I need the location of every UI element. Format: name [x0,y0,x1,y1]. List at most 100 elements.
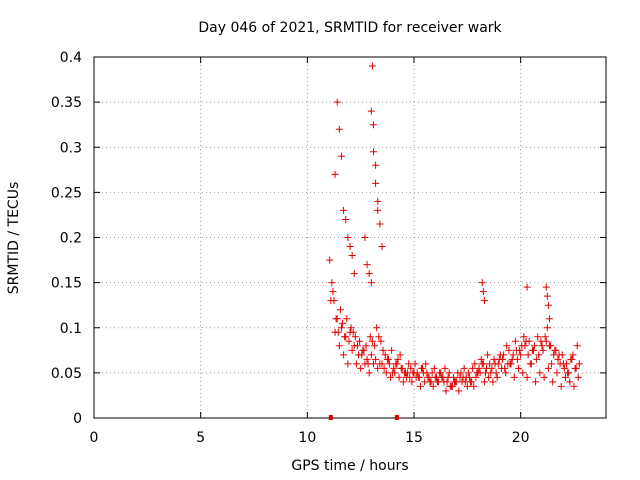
data-point [471,360,479,368]
data-point [521,342,529,350]
data-point [460,364,468,372]
chart-title: Day 046 of 2021, SRMTID for receiver war… [198,20,502,36]
data-point [381,351,389,359]
data-point [407,364,415,372]
data-point [495,355,503,363]
data-point [453,378,461,386]
data-point [533,355,541,363]
y-axis-title: SRMTID / TECUs [6,182,22,295]
data-point [368,337,376,345]
data-point [372,355,380,363]
data-point [560,364,568,372]
data-point [348,252,356,260]
data-point [356,337,364,345]
data-point [469,364,477,372]
data-point [523,283,531,291]
data-point [425,373,433,381]
data-point [480,378,488,386]
data-point [484,351,492,359]
data-point [489,378,497,386]
data-point [548,360,556,368]
data-point [344,360,352,368]
data-point [346,328,354,336]
data-point [348,346,356,354]
data-point [529,346,537,354]
data-point [371,342,379,350]
data-point [346,243,354,251]
data-point [401,369,409,377]
data-point [372,161,380,169]
data-point [534,333,542,341]
data-point [569,351,577,359]
data-point [540,373,548,381]
data-point [566,378,574,386]
data-point [352,360,360,368]
data-point [445,369,453,377]
data-point [376,360,384,368]
data-point [355,351,363,359]
data-point [333,98,341,106]
data-point [561,373,569,381]
data-point [366,333,374,341]
data-point [382,369,390,377]
x-tick-label: 10 [298,430,316,446]
data-point [328,279,336,287]
data-point [541,333,549,341]
data-point [329,288,337,296]
data-point [336,306,344,314]
data-point [553,369,561,377]
data-point [365,369,373,377]
data-point [337,152,345,160]
data-point [465,373,473,381]
data-point [504,360,512,368]
y-tick-label: 0.2 [60,231,82,247]
data-point [351,333,359,341]
data-point [408,378,416,386]
data-point [369,121,377,129]
data-point [543,324,551,332]
data-point [519,369,527,377]
data-point [554,355,562,363]
data-point [374,197,382,205]
data-point [345,337,353,345]
y-tick-label: 0.3 [60,140,82,156]
data-point [474,369,482,377]
data-point [531,342,539,350]
data-point [491,360,499,368]
data-point [538,342,546,350]
data-point [444,373,452,381]
data-point [493,373,501,381]
data-point [343,315,351,323]
data-point [368,62,376,70]
x-tick-label: 20 [512,430,530,446]
data-point [525,337,533,345]
data-point [337,324,345,332]
data-point [340,206,348,214]
zero-marker [394,415,399,420]
data-point [384,355,392,363]
y-tick-label: 0.35 [51,95,82,111]
data-point [487,369,495,377]
data-point [367,107,375,115]
data-point [365,270,373,278]
data-point [509,351,517,359]
data-point [367,351,375,359]
data-point [342,333,350,341]
data-point [396,351,404,359]
data-point [468,378,476,386]
data-point [511,337,519,345]
data-point [572,364,580,372]
data-point [478,360,486,368]
data-point [359,346,367,354]
data-point [459,373,467,381]
data-point [520,333,528,341]
data-point [503,342,511,350]
x-axis-title: GPS time / hours [291,458,408,474]
data-point [376,220,384,228]
data-point [475,364,483,372]
data-point [390,364,398,372]
data-point [557,382,565,390]
y-tick-label: 0.1 [60,321,82,337]
data-point [570,382,578,390]
